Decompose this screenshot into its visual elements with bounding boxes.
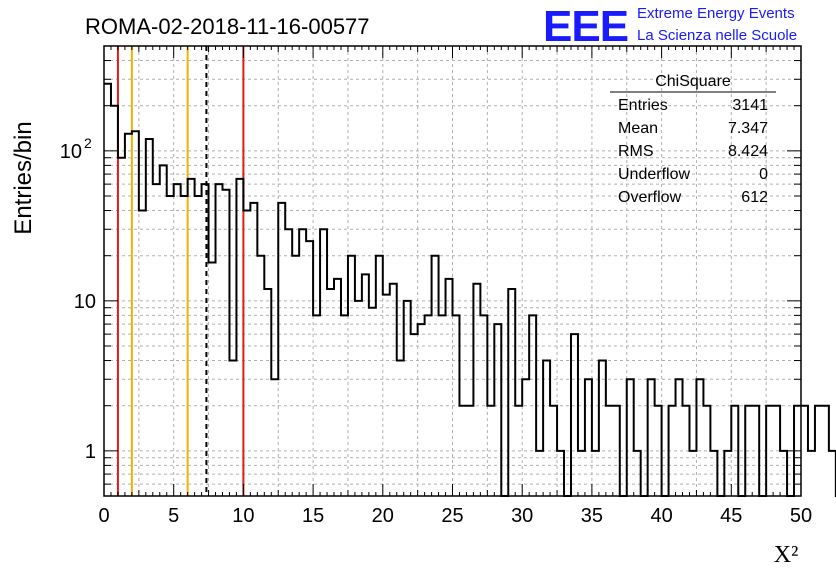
stats-value-underflow: 0 — [759, 166, 768, 183]
stats-label-mean: Mean — [618, 120, 658, 137]
x-axis-label: X² — [774, 542, 799, 568]
x-tick-label: 50 — [790, 505, 812, 527]
stats-title: ChiSquare — [655, 73, 731, 90]
x-tick-label: 45 — [720, 505, 742, 527]
y-tick-label: 1 — [85, 441, 96, 463]
x-tick-label: 35 — [581, 505, 603, 527]
logo-line-2: La Scienza nelle Scuole — [637, 27, 797, 44]
stats-label-overflow: Overflow — [618, 189, 682, 206]
x-tick-label: 30 — [511, 505, 533, 527]
stats-value-overflow: 612 — [741, 189, 768, 206]
y-axis-label: Entries/bin — [10, 121, 37, 234]
x-tick-label: 5 — [168, 505, 179, 527]
stats-value-rms: 8.424 — [728, 143, 768, 160]
stats-value-mean: 7.347 — [728, 120, 768, 137]
y-tick-label: 10 — [74, 291, 96, 313]
y-tick-label: 10 — [60, 141, 82, 163]
x-tick-label: 40 — [650, 505, 672, 527]
axis-ticks — [103, 45, 802, 497]
x-tick-label: 25 — [441, 505, 463, 527]
x-tick-label: 10 — [232, 505, 254, 527]
x-tick-label: 15 — [302, 505, 324, 527]
stats-box: ChiSquare Entries 3141 Mean 7.347 RMS 8.… — [610, 73, 776, 206]
eee-logo: EEE Extreme Energy Events La Scienza nel… — [543, 2, 797, 51]
stats-value-entries: 3141 — [732, 97, 768, 114]
eee-logo-mark: EEE — [543, 2, 628, 51]
chart-title: ROMA-02-2018-11-16-00577 — [85, 14, 370, 39]
histogram-line — [104, 82, 836, 497]
y-tick-label-exponent: 2 — [84, 135, 92, 151]
x-tick-labels: 0 5 10 15 20 25 30 35 40 45 50 — [98, 505, 812, 527]
reference-lines — [116, 46, 245, 496]
stats-label-entries: Entries — [618, 97, 668, 114]
x-tick-label: 0 — [98, 505, 109, 527]
stats-label-rms: RMS — [618, 143, 654, 160]
logo-line-1: Extreme Energy Events — [637, 5, 795, 22]
x-tick-label: 20 — [372, 505, 394, 527]
stats-label-underflow: Underflow — [618, 166, 690, 183]
